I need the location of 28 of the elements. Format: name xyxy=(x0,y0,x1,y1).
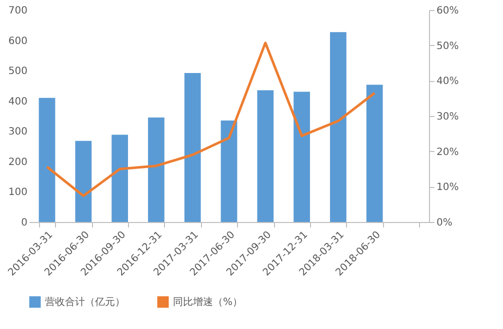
y2-tick-label: 60% xyxy=(436,6,459,16)
y2-tick-label: 0% xyxy=(436,218,452,228)
y-tick-label: 400 xyxy=(8,96,28,108)
y2-tick-label: 50% xyxy=(436,40,459,52)
y2-tick-label: 30% xyxy=(436,112,459,122)
bar xyxy=(366,84,383,222)
legend-label: 同比增速（%） xyxy=(173,296,243,308)
y-tick-label: 300 xyxy=(8,126,28,138)
y-tick-label: 100 xyxy=(8,187,28,198)
y2-tick-label: 10% xyxy=(436,182,459,194)
bar xyxy=(220,120,238,222)
legend-label: 营收合计（亿元） xyxy=(45,296,125,308)
bar xyxy=(257,90,274,222)
bar xyxy=(38,98,56,222)
y-tick-label: 700 xyxy=(8,6,28,16)
y-tick-label: 500 xyxy=(8,66,28,78)
bar xyxy=(75,140,92,222)
line-series xyxy=(46,42,376,198)
y2-tick-label: 40% xyxy=(436,76,459,88)
bar xyxy=(148,118,164,222)
bar xyxy=(330,32,346,222)
y-tick-label: 200 xyxy=(8,156,28,168)
y-tick-label: 600 xyxy=(8,36,28,47)
bar xyxy=(184,72,201,222)
bar xyxy=(294,92,310,222)
bar xyxy=(112,134,128,222)
y-tick-label: 0 xyxy=(21,218,28,228)
y2-tick-label: 20% xyxy=(436,146,459,158)
